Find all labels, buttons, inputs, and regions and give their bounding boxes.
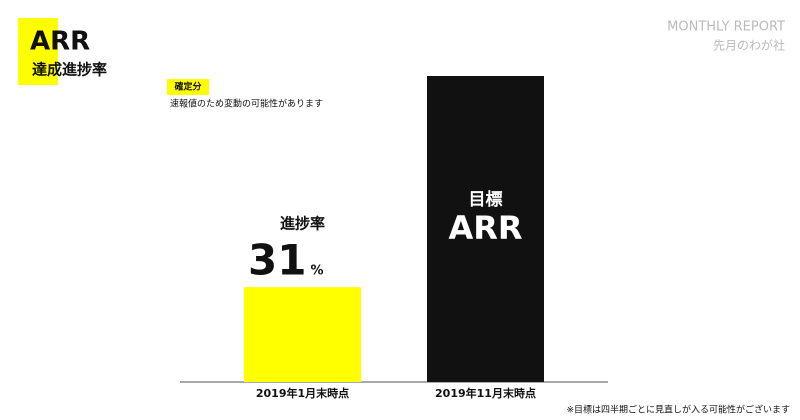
header-subtitle: 達成進捗率 [32, 61, 107, 79]
bar-title: 進捗率 [280, 215, 325, 233]
footnote: ※目標は四半期ごとに見直しが入る可能性がございます [566, 404, 790, 416]
header-accent [18, 18, 58, 85]
bar-title: 目標 [469, 189, 503, 210]
note: 速報値のため変動の可能性があります [170, 98, 323, 110]
bar [244, 287, 361, 382]
x-tick-label: 2019年11月末時点 [435, 386, 536, 400]
report-label: MONTHLY REPORT [667, 20, 785, 35]
x-tick-label: 2019年1月末時点 [256, 386, 349, 400]
data-label: 31 [248, 236, 306, 285]
tag: 確定分 [174, 81, 201, 93]
header-title: ARR [30, 27, 90, 57]
data-label-unit: % [311, 264, 324, 279]
company-label: 先月のわが社 [713, 38, 785, 53]
bar [427, 76, 544, 382]
tag-bg [167, 79, 209, 95]
bar-subtitle: ARR [448, 209, 522, 247]
